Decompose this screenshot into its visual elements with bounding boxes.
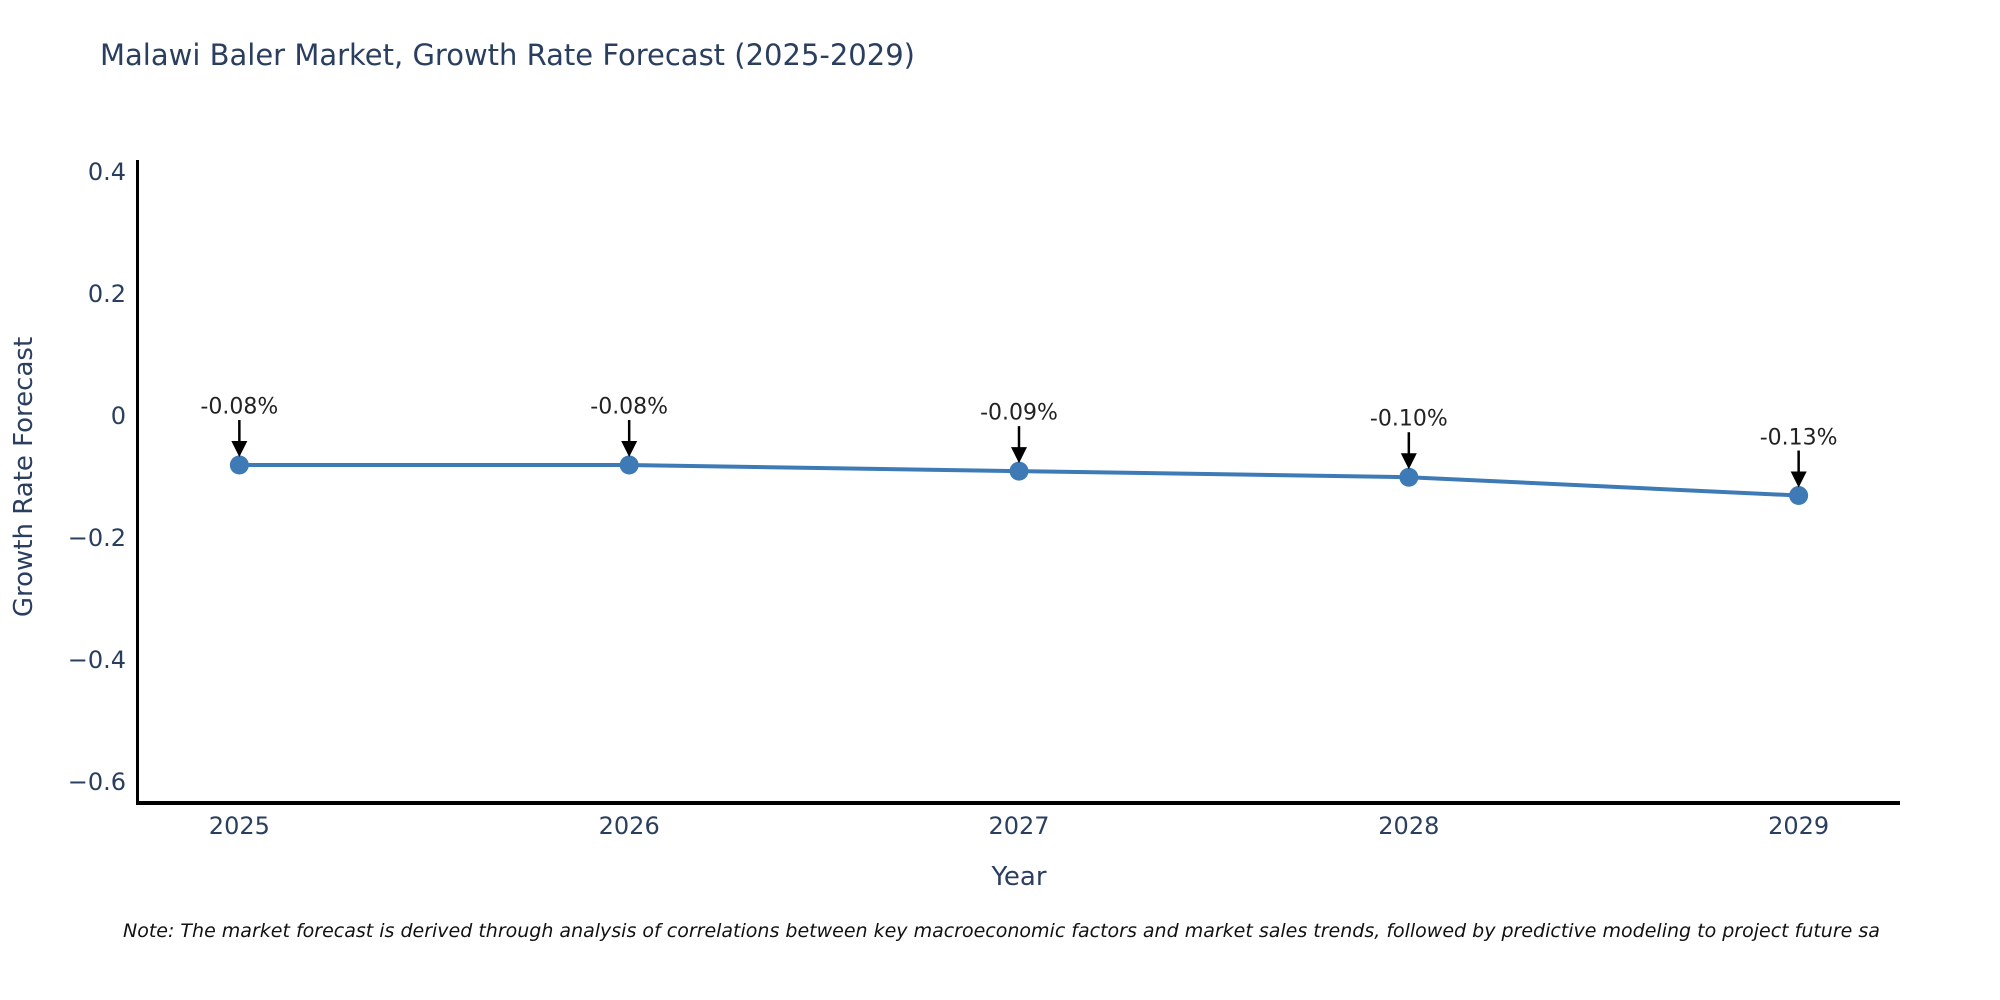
y-axis-line (136, 160, 139, 805)
annotation-label: -0.08% (200, 394, 279, 420)
y-tick-label: 0 (110, 402, 126, 431)
y-tick-label: −0.4 (67, 646, 126, 675)
annotation-label: -0.10% (1369, 406, 1448, 432)
annotation-arrow-head (1400, 453, 1417, 470)
chart-title: Malawi Baler Market, Growth Rate Forecas… (100, 38, 915, 72)
data-point-marker (1399, 467, 1419, 487)
x-tick-label: 2028 (1378, 812, 1440, 840)
footnote: Note: The market forecast is derived thr… (123, 920, 1880, 942)
data-point-marker (1789, 486, 1809, 506)
y-tick-label: −0.6 (67, 768, 126, 797)
annotation-arrow-head (621, 441, 638, 458)
annotation-label: -0.13% (1759, 425, 1838, 451)
annotation-label: -0.08% (590, 394, 669, 420)
x-tick-label: 2027 (988, 812, 1050, 840)
x-tick-label: 2026 (598, 812, 660, 840)
annotation-arrow-head (1790, 471, 1807, 488)
data-point-marker (619, 455, 639, 475)
y-tick-label: 0.4 (87, 158, 126, 187)
data-point-marker (229, 455, 249, 475)
x-axis-title: Year (991, 862, 1047, 892)
x-axis-line (136, 801, 1900, 805)
x-tick-label: 2029 (1768, 812, 1830, 840)
annotation-arrow-head (1011, 447, 1027, 464)
y-tick-label: −0.2 (67, 524, 126, 553)
annotation-label: -0.09% (980, 400, 1058, 426)
x-tick-label: 2025 (208, 812, 270, 840)
data-point-marker (1009, 461, 1029, 481)
y-tick-label: 0.2 (87, 280, 126, 309)
annotation-arrow-head (231, 441, 248, 458)
